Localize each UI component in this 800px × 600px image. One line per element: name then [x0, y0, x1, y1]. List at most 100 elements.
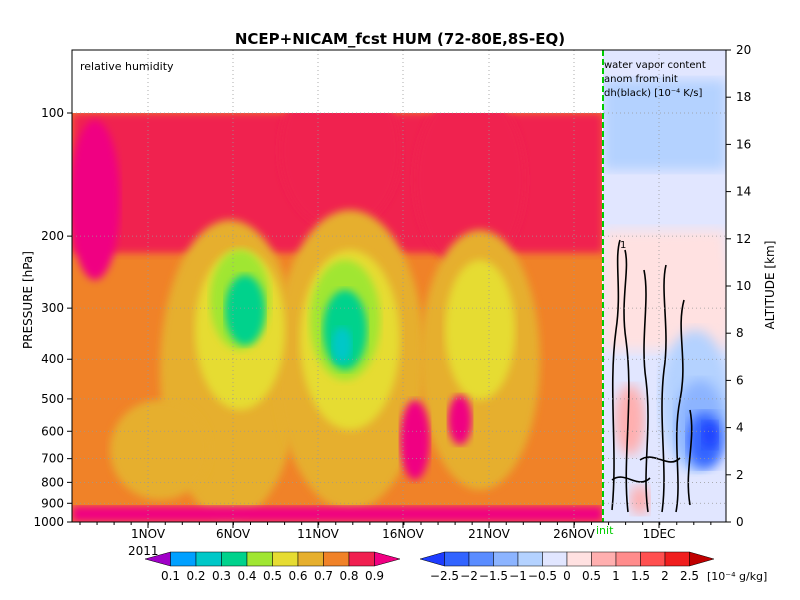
altitude-axis: 0 2 4 6 8 10 12 14 16 18 20 [726, 43, 751, 529]
wv-colorbar-unit: [10⁻⁴ g/kg] [707, 570, 767, 583]
wv-colorbar-swatch-2 [468, 551, 494, 567]
rh-region-6 [110, 400, 210, 500]
dh-contour-label: 1 [620, 240, 626, 251]
wv-colorbar-swatch-3 [493, 551, 519, 567]
wv-colorbar-tick-9: 2 [661, 569, 669, 583]
wv-colorbar-swatch-9 [640, 551, 666, 567]
dh-contour-1 [623, 249, 630, 513]
pressure-tick-label-800: 800 [41, 475, 64, 489]
altitude-axis-label: ALTITUDE [km] [763, 241, 777, 330]
rh-region-12 [225, 275, 265, 345]
rh-colorbar-swatch-4 [246, 551, 273, 567]
rh-panel-label: relative humidity [80, 60, 174, 73]
pressure-axis: 100 200 300 400 500 600 700 800 900 1000 [33, 106, 72, 529]
wv-colorbar-tick-4: −0.5 [528, 569, 557, 583]
wv-region-7 [615, 385, 645, 455]
rh-colorbar-swatch-8 [348, 551, 375, 567]
rh-region-16 [72, 120, 120, 280]
wv-colorbar: −2.5 −2 −1.5 −1 −0.5 0 0.5 1 1.5 2 2.5 [419, 551, 715, 583]
rh-region-18 [448, 395, 472, 445]
rh-colorbar-tick-7: 0.8 [339, 569, 358, 583]
wv-colorbar-tick-7: 1 [612, 569, 620, 583]
altitude-tick-label-16: 16 [736, 137, 751, 151]
rh-field [72, 113, 602, 522]
wv-anomaly-field [603, 50, 726, 522]
wv-colorbar-swatch-6 [566, 551, 592, 567]
wv-colorbar-swatch-11 [689, 551, 715, 567]
time-tick-label-16NOV: 16NOV [382, 527, 424, 541]
wv-colorbar-swatch-0 [419, 551, 445, 567]
wv-region-8 [630, 485, 650, 515]
year-label: 2011 [128, 544, 159, 558]
altitude-tick-label-20: 20 [736, 43, 751, 57]
wv-colorbar-tick-8: 1.5 [631, 569, 650, 583]
rh-colorbar-swatch-3 [221, 551, 248, 567]
time-tick-label-1DEC: 1DEC [643, 527, 676, 541]
rh-colorbar-tick-2: 0.3 [212, 569, 231, 583]
altitude-tick-label-18: 18 [736, 90, 751, 104]
rh-colorbar-swatch-5 [272, 551, 299, 567]
dh-contour-5 [687, 409, 693, 506]
wv-colorbar-swatch-1 [444, 551, 470, 567]
rh-colorbar-tick-6: 0.7 [314, 569, 333, 583]
dh-contour-6 [611, 476, 651, 483]
wv-label-line3: dh(black) [10⁻⁴ K/s] [604, 88, 702, 99]
dh-contour-7 [639, 456, 681, 463]
rh-colorbar: 0.1 0.2 0.3 0.4 0.5 0.6 0.7 0.8 0.9 [144, 551, 401, 583]
rh-region-17 [400, 400, 430, 480]
rh-colorbar-swatch-2 [195, 551, 222, 567]
pressure-axis-label: PRESSURE [hPa] [21, 251, 35, 349]
rh-region-2 [415, 113, 525, 270]
altitude-tick-label-4: 4 [736, 421, 744, 435]
rh-colorbar-tick-4: 0.5 [263, 569, 282, 583]
rh-colorbar-swatch-1 [170, 551, 197, 567]
rh-colorbar-swatch-7 [323, 551, 350, 567]
altitude-tick-label-0: 0 [736, 515, 744, 529]
wv-colorbar-tick-1: −2 [460, 569, 478, 583]
rh-colorbar-swatch-9 [374, 551, 401, 567]
wv-colorbar-tick-10: 2.5 [680, 569, 699, 583]
wv-colorbar-tick-0: −2.5 [430, 569, 459, 583]
pressure-tick-label-600: 600 [41, 424, 64, 438]
dh-contour-2 [643, 269, 649, 513]
wv-label-line2: anom from init [604, 74, 678, 85]
wv-colorbar-tick-6: 0.5 [582, 569, 601, 583]
dh-contour-4 [675, 299, 685, 513]
time-tick-label-26NOV: 26NOV [553, 527, 595, 541]
dh-contour-0 [611, 239, 621, 511]
rh-colorbar-tick-3: 0.4 [237, 569, 256, 583]
init-label: init [596, 524, 614, 537]
altitude-tick-label-6: 6 [736, 373, 744, 387]
altitude-tick-label-8: 8 [736, 326, 744, 340]
rh-panel: relative humidity [72, 50, 602, 522]
wv-colorbar-tick-5: 0 [563, 569, 571, 583]
time-tick-label-6NOV: 6NOV [216, 527, 251, 541]
rh-region-14 [332, 327, 352, 363]
wv-colorbar-swatch-7 [591, 551, 617, 567]
wv-colorbar-swatch-4 [517, 551, 543, 567]
wv-region-0 [603, 80, 726, 170]
rh-colorbar-tick-5: 0.6 [288, 569, 307, 583]
time-tick-label-21NOV: 21NOV [468, 527, 510, 541]
rh-colorbar-tick-1: 0.2 [186, 569, 205, 583]
wv-colorbar-swatch-5 [542, 551, 568, 567]
altitude-tick-label-10: 10 [736, 279, 751, 293]
time-tick-label-11NOV: 11NOV [297, 527, 339, 541]
wv-panel: 1 water vapor content anom from init dh(… [603, 50, 726, 522]
rh-region-15 [72, 506, 602, 522]
dh-contour-3 [661, 264, 667, 513]
chart-title: NCEP+NICAM_fcst HUM (72-80E,8S-EQ) [235, 30, 565, 48]
pressure-tick-label-300: 300 [41, 301, 64, 315]
wv-colorbar-swatch-8 [615, 551, 641, 567]
wv-colorbar-swatch-10 [664, 551, 690, 567]
wv-label-line1: water vapor content [604, 60, 706, 71]
wv-colorbar-tick-3: −1 [509, 569, 527, 583]
wv-region-2 [670, 240, 726, 360]
time-axis: 1NOV 6NOV 11NOV 16NOV 21NOV 26NOV 1DEC [79, 522, 712, 541]
pressure-tick-label-100: 100 [41, 106, 64, 120]
altitude-tick-label-14: 14 [736, 185, 751, 199]
pressure-tick-label-200: 200 [41, 229, 64, 243]
time-tick-label-1NOV: 1NOV [131, 527, 166, 541]
altitude-tick-label-12: 12 [736, 232, 751, 246]
